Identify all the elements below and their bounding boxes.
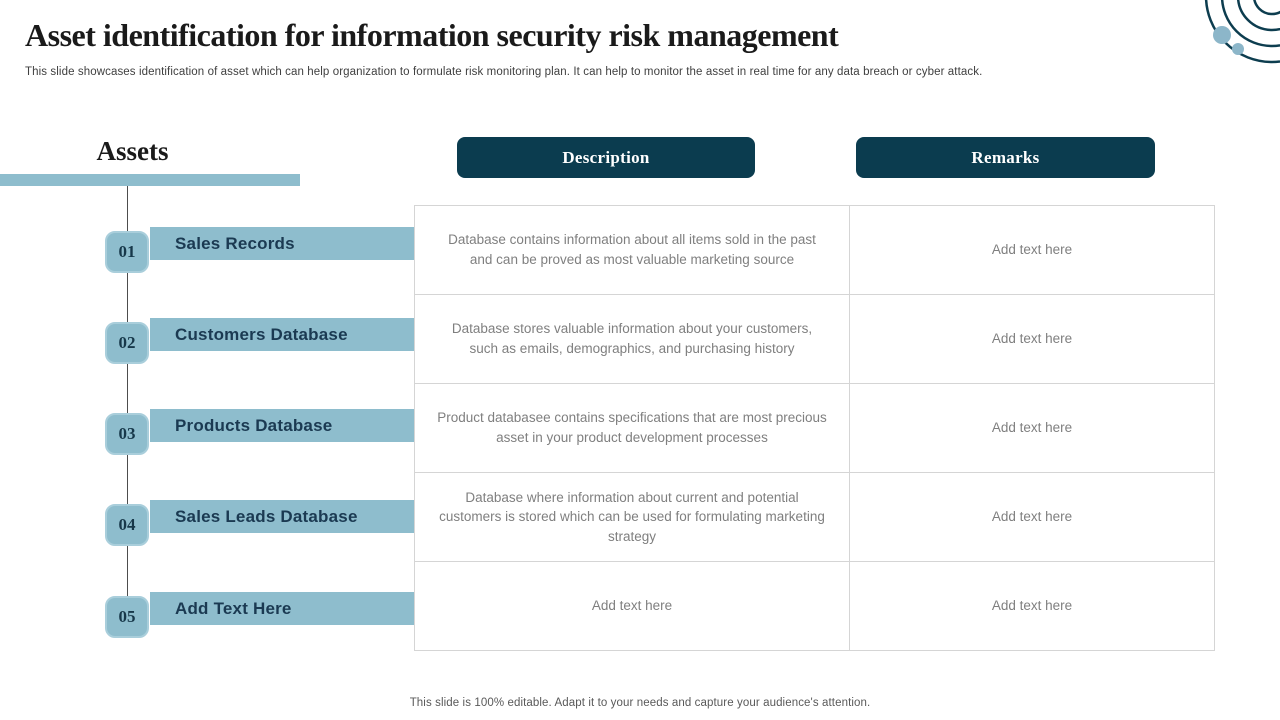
timeline-connector-line [127, 186, 128, 613]
page-title: Asset identification for information sec… [25, 17, 839, 53]
assets-heading: Assets [96, 136, 169, 166]
description-cell: Database contains information about all … [415, 206, 850, 294]
table-row: Product databasee contains specification… [415, 384, 1214, 473]
table-row: Database contains information about all … [415, 206, 1214, 295]
assets-underline-bar [0, 174, 300, 186]
asset-number-badge: 04 [105, 504, 149, 546]
asset-label-bar: Sales Leads Database [150, 500, 414, 533]
remarks-column-header: Remarks [856, 137, 1155, 178]
asset-label-bar: Products Database [150, 409, 414, 442]
description-cell: Product databasee contains specification… [415, 384, 850, 472]
description-column-header: Description [457, 137, 755, 178]
asset-label-bar: Add Text Here [150, 592, 414, 625]
description-cell: Database where information about current… [415, 473, 850, 561]
editable-note: This slide is 100% editable. Adapt it to… [409, 697, 871, 709]
page-subtitle: This slide showcases identification of a… [25, 66, 983, 78]
remark-cell: Add text here [991, 420, 1073, 436]
table-row: Database where information about current… [415, 473, 1214, 562]
asset-label-bar: Customers Database [150, 318, 414, 351]
description-cell: Add text here [415, 562, 850, 650]
remark-cell: Add text here [991, 509, 1073, 525]
table-row: Add text here Add text here [415, 562, 1214, 650]
asset-number-badge: 05 [105, 596, 149, 638]
asset-label-bar: Sales Records [150, 227, 414, 260]
remark-cell: Add text here [991, 242, 1073, 258]
asset-number-badge: 03 [105, 413, 149, 455]
description-cell: Database stores valuable information abo… [415, 295, 850, 383]
asset-number-badge: 02 [105, 322, 149, 364]
remark-cell: Add text here [991, 598, 1073, 614]
remark-cell: Add text here [991, 331, 1073, 347]
asset-number-badge: 01 [105, 231, 149, 273]
table-row: Database stores valuable information abo… [415, 295, 1214, 384]
concentric-circles-logo-icon [1204, 0, 1280, 64]
assets-table: Database contains information about all … [414, 205, 1215, 651]
